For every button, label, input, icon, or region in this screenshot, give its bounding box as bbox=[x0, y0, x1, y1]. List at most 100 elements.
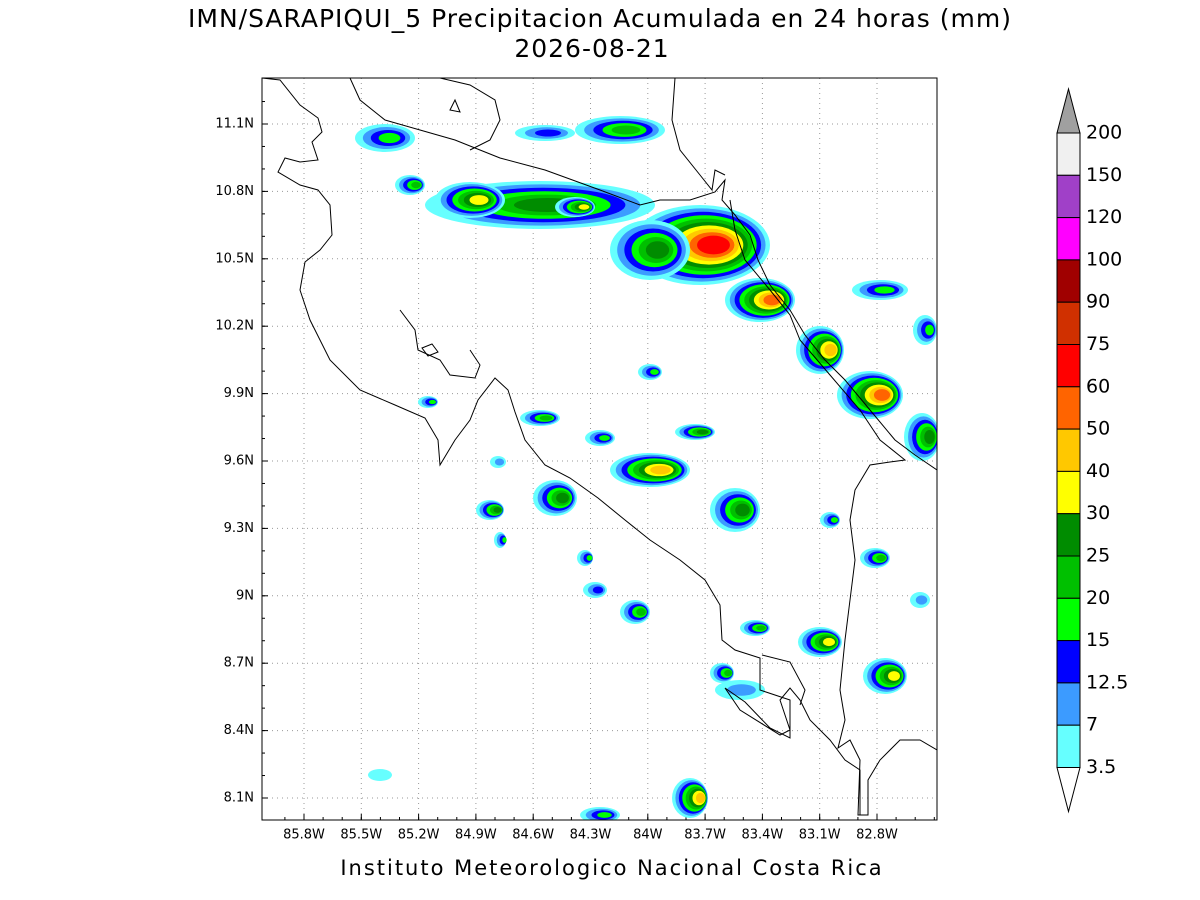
lon-label: 82.8W bbox=[856, 828, 898, 843]
lon-label: 84.3W bbox=[570, 828, 612, 843]
rain-area bbox=[873, 389, 891, 401]
rain-area bbox=[697, 235, 730, 255]
lon-label: 83.1W bbox=[799, 828, 841, 843]
rain-area bbox=[874, 286, 895, 294]
rain-area bbox=[636, 608, 646, 616]
footer: Instituto Meteorologico Nacional Costa R… bbox=[340, 856, 883, 880]
rain-area bbox=[727, 684, 756, 696]
lat-label: 9N bbox=[236, 588, 254, 603]
rain-area bbox=[650, 369, 659, 375]
colorbar-label: 90 bbox=[1086, 291, 1110, 313]
lon-label: 84.9W bbox=[455, 828, 497, 843]
lon-label: 85.8W bbox=[283, 828, 325, 843]
rain-area bbox=[493, 507, 502, 513]
border bbox=[729, 199, 937, 816]
lat-label: 9.9N bbox=[224, 386, 254, 401]
colorbar-label: 30 bbox=[1086, 502, 1110, 524]
coastlines bbox=[262, 78, 937, 816]
colorbar-label: 12.5 bbox=[1086, 671, 1128, 693]
lon-label: 83.4W bbox=[741, 828, 783, 843]
colorbar-box bbox=[1056, 386, 1081, 430]
colorbar: 200 150 120 100 90 75 60 50 40 30 25 20 15 12.5 7 3.5 bbox=[1056, 87, 1128, 814]
colorbar-label: 20 bbox=[1086, 587, 1110, 609]
colorbar-cap bbox=[1056, 767, 1081, 814]
graticule: 11.1N 10.8N 10.5N 10.2N 9.9N 9.6N 9.3N 9N 8.7N 8.… bbox=[215, 78, 937, 843]
colorbar-label: 50 bbox=[1086, 418, 1110, 440]
lat-label: 9.6N bbox=[224, 454, 254, 469]
lat-label: 10.2N bbox=[215, 319, 254, 334]
rain-area bbox=[592, 586, 604, 594]
colorbar-label: 40 bbox=[1086, 460, 1110, 482]
colorbar-box bbox=[1056, 724, 1081, 769]
coastline bbox=[349, 78, 937, 471]
colorbar-box bbox=[1056, 640, 1081, 684]
lat-label: 8.1N bbox=[224, 791, 254, 806]
colorbar-box bbox=[1056, 174, 1081, 219]
rain-area bbox=[915, 595, 928, 605]
lon-label: 83.7W bbox=[684, 828, 726, 843]
rain-area bbox=[830, 517, 839, 523]
coastline bbox=[262, 78, 861, 815]
rain-area bbox=[586, 555, 593, 561]
coastline bbox=[399, 309, 481, 379]
rain-area bbox=[924, 430, 935, 444]
coastline bbox=[671, 78, 726, 192]
colorbar-label: 15 bbox=[1086, 629, 1110, 651]
colorbar-label: 120 bbox=[1086, 206, 1122, 228]
colorbar-box bbox=[1056, 513, 1081, 557]
lon-label: 85.5W bbox=[340, 828, 382, 843]
lon-label: 84.6W bbox=[512, 828, 554, 843]
coastline bbox=[761, 654, 806, 706]
lat-label: 8.7N bbox=[224, 656, 254, 671]
colorbar-box bbox=[1056, 428, 1081, 472]
rain-area bbox=[756, 625, 766, 631]
colorbar-cap bbox=[1056, 87, 1081, 134]
colorbar-box bbox=[1056, 344, 1081, 388]
colorbar-label: 75 bbox=[1086, 333, 1110, 355]
colorbar-label: 60 bbox=[1086, 375, 1110, 397]
rain-area bbox=[724, 669, 732, 677]
precipitation-field bbox=[355, 116, 937, 820]
lon-label: 85.2W bbox=[398, 828, 440, 843]
rain-area bbox=[411, 181, 421, 189]
rain-area bbox=[695, 792, 706, 804]
colorbar-box bbox=[1056, 682, 1081, 726]
subtitle: 2026-08-21 bbox=[514, 34, 669, 63]
rain-area bbox=[925, 324, 934, 336]
rain-area bbox=[539, 415, 553, 421]
rain-area bbox=[599, 435, 610, 441]
colorbar-box bbox=[1056, 132, 1081, 176]
colorbar-label: 150 bbox=[1086, 164, 1122, 186]
rain-area bbox=[650, 465, 671, 475]
colorbar-box bbox=[1056, 555, 1081, 599]
rain-area bbox=[876, 554, 886, 562]
colorbar-box bbox=[1056, 470, 1081, 515]
colorbar-box bbox=[1056, 217, 1081, 261]
rain-area bbox=[824, 343, 837, 357]
rain-area bbox=[469, 195, 489, 205]
colorbar-box bbox=[1056, 259, 1081, 303]
rain-area bbox=[735, 503, 750, 517]
rain-area bbox=[888, 671, 900, 681]
rain-area bbox=[378, 132, 401, 144]
lon-label: 84W bbox=[633, 828, 663, 843]
coastline bbox=[449, 98, 461, 113]
lat-label: 11.1N bbox=[215, 117, 254, 132]
lat-label: 10.5N bbox=[215, 251, 254, 266]
lat-label: 9.3N bbox=[224, 521, 254, 536]
colorbar-label: 7 bbox=[1086, 714, 1098, 736]
colorbar-box bbox=[1056, 301, 1081, 346]
rain-area bbox=[556, 492, 569, 504]
rain-area bbox=[578, 204, 590, 210]
colorbar-label: 100 bbox=[1086, 248, 1122, 270]
rain-area bbox=[428, 399, 437, 405]
map-frame bbox=[261, 77, 938, 821]
rain-area bbox=[368, 769, 392, 781]
rain-area bbox=[494, 458, 505, 466]
lat-label: 8.4N bbox=[224, 723, 254, 738]
rain-area bbox=[535, 129, 561, 137]
rain-area bbox=[597, 812, 612, 818]
coastline bbox=[439, 78, 501, 151]
rain-area bbox=[645, 241, 670, 259]
